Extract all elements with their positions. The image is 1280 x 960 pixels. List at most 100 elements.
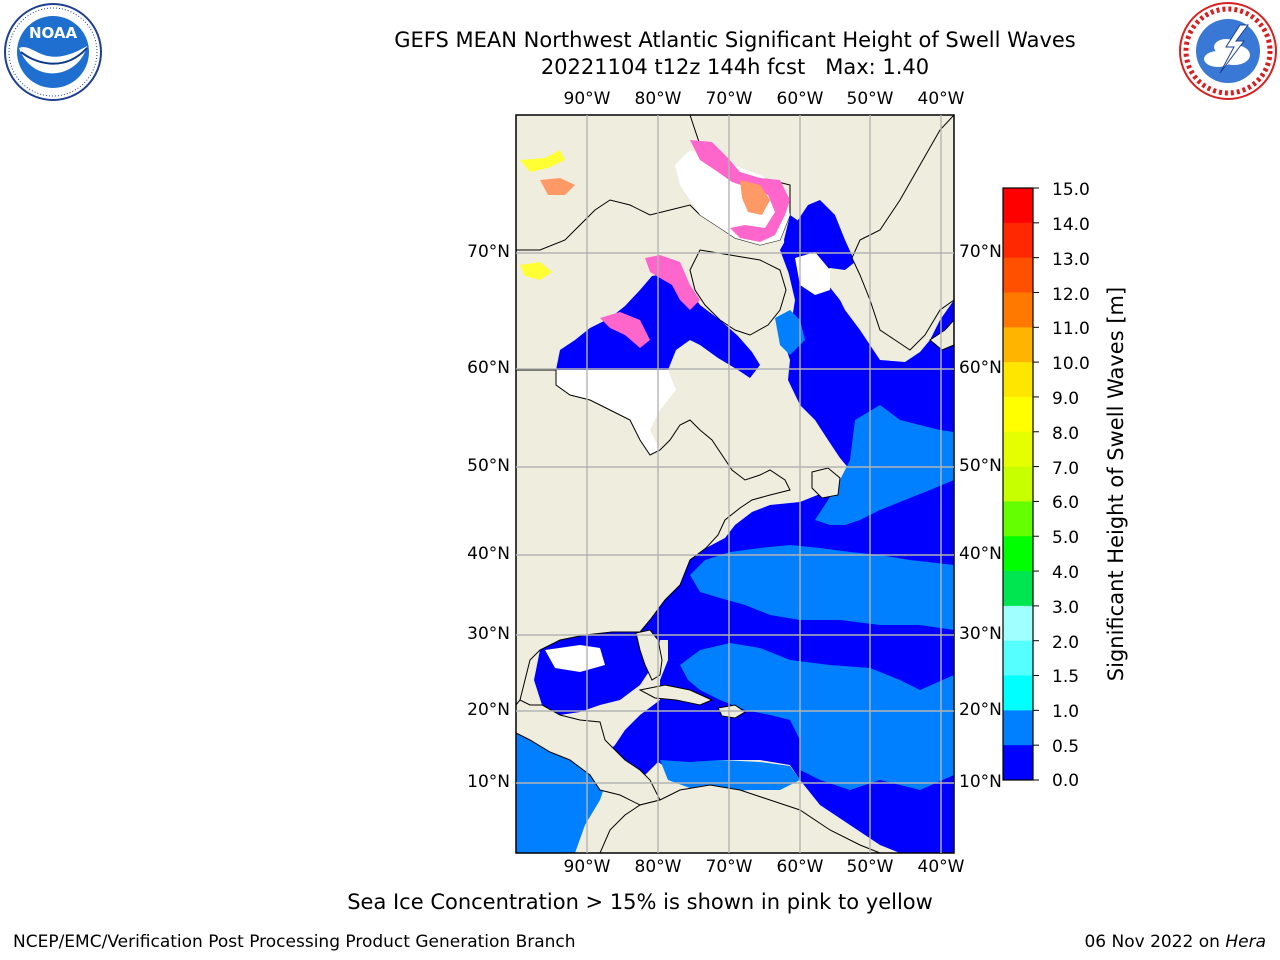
lon-label-top-60w: 60°W — [776, 89, 824, 109]
colorbar-segment — [1003, 605, 1033, 642]
lat-label-right-50n: 50°N — [959, 456, 1002, 476]
sea-ice-baffin-bay-edge — [740, 180, 770, 215]
lat-label-left-60n: 60°N — [467, 358, 510, 378]
colorbar-tick-14: 14.0 — [1052, 215, 1090, 235]
lat-label-right-30n: 30°N — [959, 624, 1002, 644]
colorbar-frame — [1002, 187, 1034, 781]
ice-covered-baffin — [795, 252, 830, 295]
colorbar-segment — [1003, 466, 1033, 502]
colorbar-title: Significant Height of Swell Waves [m] — [1104, 286, 1128, 682]
colorbar-tick-6: 6.0 — [1052, 493, 1080, 513]
colorbar-segment — [1003, 188, 1033, 224]
lat-label-left-70n: 70°N — [467, 242, 510, 262]
noaa-logo: NOAA — [4, 3, 102, 101]
swell-region-labrador-sea — [775, 310, 805, 355]
greenland-land — [851, 115, 954, 351]
colorbar-tick-10: 10.0 — [1052, 354, 1090, 374]
swell-region-caribbean — [660, 760, 800, 792]
sea-ice-baffin-bay — [690, 140, 790, 242]
sea-ice-arctic-islands — [520, 150, 565, 172]
sea-ice-arctic-islands-2 — [540, 178, 575, 195]
sea-ice-hudson-bay-edge — [600, 312, 650, 348]
lat-label-left-10n: 10°N — [467, 772, 510, 792]
lat-label-left-30n: 30°N — [467, 624, 510, 644]
lat-label-right-70n: 70°N — [959, 242, 1002, 262]
map-frame — [515, 114, 955, 854]
colorbar-segment — [1003, 362, 1033, 398]
south-america-land — [599, 784, 881, 853]
colorbar-tick-15: 15.0 — [1052, 180, 1090, 200]
footer-timestamp: 06 Nov 2022 on Hera — [1084, 932, 1266, 952]
nws-logo — [1179, 2, 1277, 100]
colorbar-segment — [1003, 640, 1033, 677]
colorbar-segment — [1003, 327, 1033, 363]
noaa-logo-text: NOAA — [29, 24, 78, 42]
north-america-land — [516, 369, 791, 706]
colorbar-tick-13: 13.0 — [1052, 250, 1090, 270]
lat-label-left-50n: 50°N — [467, 456, 510, 476]
colorbar-tick-5: 5.0 — [1052, 528, 1080, 548]
footer-date: 06 Nov 2022 on — [1084, 932, 1226, 952]
colorbar-segment — [1003, 571, 1033, 607]
lat-label-right-20n: 20°N — [959, 700, 1002, 720]
swell-region-subtropical — [680, 643, 954, 790]
lat-label-right-10n: 10°N — [959, 772, 1002, 792]
colorbar-tick-4: 4.0 — [1052, 563, 1080, 583]
colorbar-tick-1-5: 1.5 — [1052, 667, 1080, 687]
sea-ice-note: Sea Ice Concentration > 15% is shown in … — [347, 890, 933, 914]
colorbar-tick-3: 3.0 — [1052, 598, 1080, 618]
swell-region-mid-latitude — [690, 545, 954, 630]
lon-label-top-50w: 50°W — [846, 89, 894, 109]
map-title: GEFS MEAN Northwest Atlantic Significant… — [394, 28, 1076, 52]
colorbar-tick-0-5: 0.5 — [1052, 737, 1080, 757]
colorbar-segment — [1003, 431, 1033, 468]
colorbar-segment — [1003, 292, 1033, 328]
baffin-island — [689, 249, 787, 336]
lat-label-right-40n: 40°N — [959, 544, 1002, 564]
newfoundland-island — [811, 467, 841, 499]
colorbar-segment — [1003, 675, 1033, 711]
colorbar-tick-0: 0.0 — [1052, 771, 1080, 791]
lon-label-bottom-60w: 60°W — [776, 857, 824, 877]
colorbar-segment — [1003, 501, 1033, 537]
colorbar-tick-8: 8.0 — [1052, 424, 1080, 444]
colorbar-tick-11: 11.0 — [1052, 319, 1090, 339]
lat-label-left-20n: 20°N — [467, 700, 510, 720]
colorbar-tick-12: 12.0 — [1052, 285, 1090, 305]
lon-label-top-80w: 80°W — [634, 89, 682, 109]
lon-label-bottom-70w: 70°W — [705, 857, 753, 877]
lat-label-left-40n: 40°N — [467, 544, 510, 564]
florida-peninsula — [635, 629, 663, 681]
lon-label-bottom-90w: 90°W — [563, 857, 611, 877]
lon-label-bottom-80w: 80°W — [634, 857, 682, 877]
iceland-greenland-east — [929, 319, 954, 351]
lat-label-right-60n: 60°N — [959, 358, 1002, 378]
lon-label-bottom-40w: 40°W — [917, 857, 965, 877]
footer-host: Hera — [1225, 932, 1266, 952]
sea-ice-arctic-islands-3 — [520, 262, 552, 280]
colorbar-segment — [1003, 222, 1033, 259]
colorbar-tick-7: 7.0 — [1052, 459, 1080, 479]
lon-label-top-70w: 70°W — [705, 89, 753, 109]
colorbar-segment — [1003, 396, 1033, 433]
swell-region-north-atlantic — [815, 405, 954, 525]
sea-ice-hudson-strait — [645, 255, 700, 310]
lon-label-top-40w: 40°W — [917, 89, 965, 109]
lon-label-bottom-50w: 50°W — [846, 857, 894, 877]
colorbar-segment — [1003, 257, 1033, 293]
colorbar-segment — [1003, 710, 1033, 746]
great-lakes-gap — [550, 648, 602, 670]
graticule — [516, 115, 954, 853]
map-subtitle: 20221104 t12z 144h fcst Max: 1.40 — [540, 55, 930, 79]
colorbar-tick-9: 9.0 — [1052, 389, 1080, 409]
colorbar-segment — [1003, 536, 1033, 572]
colorbar-tick-2: 2.0 — [1052, 633, 1080, 653]
ice-covered-arctic — [675, 150, 790, 245]
colorbar — [1003, 187, 1039, 781]
colorbar-tick-1: 1.0 — [1052, 702, 1080, 722]
central-america-land — [516, 699, 661, 806]
colorbar-segment — [1003, 745, 1033, 781]
lon-label-top-90w: 90°W — [563, 89, 611, 109]
footer-producer: NCEP/EMC/Verification Post Processing Pr… — [13, 932, 576, 952]
